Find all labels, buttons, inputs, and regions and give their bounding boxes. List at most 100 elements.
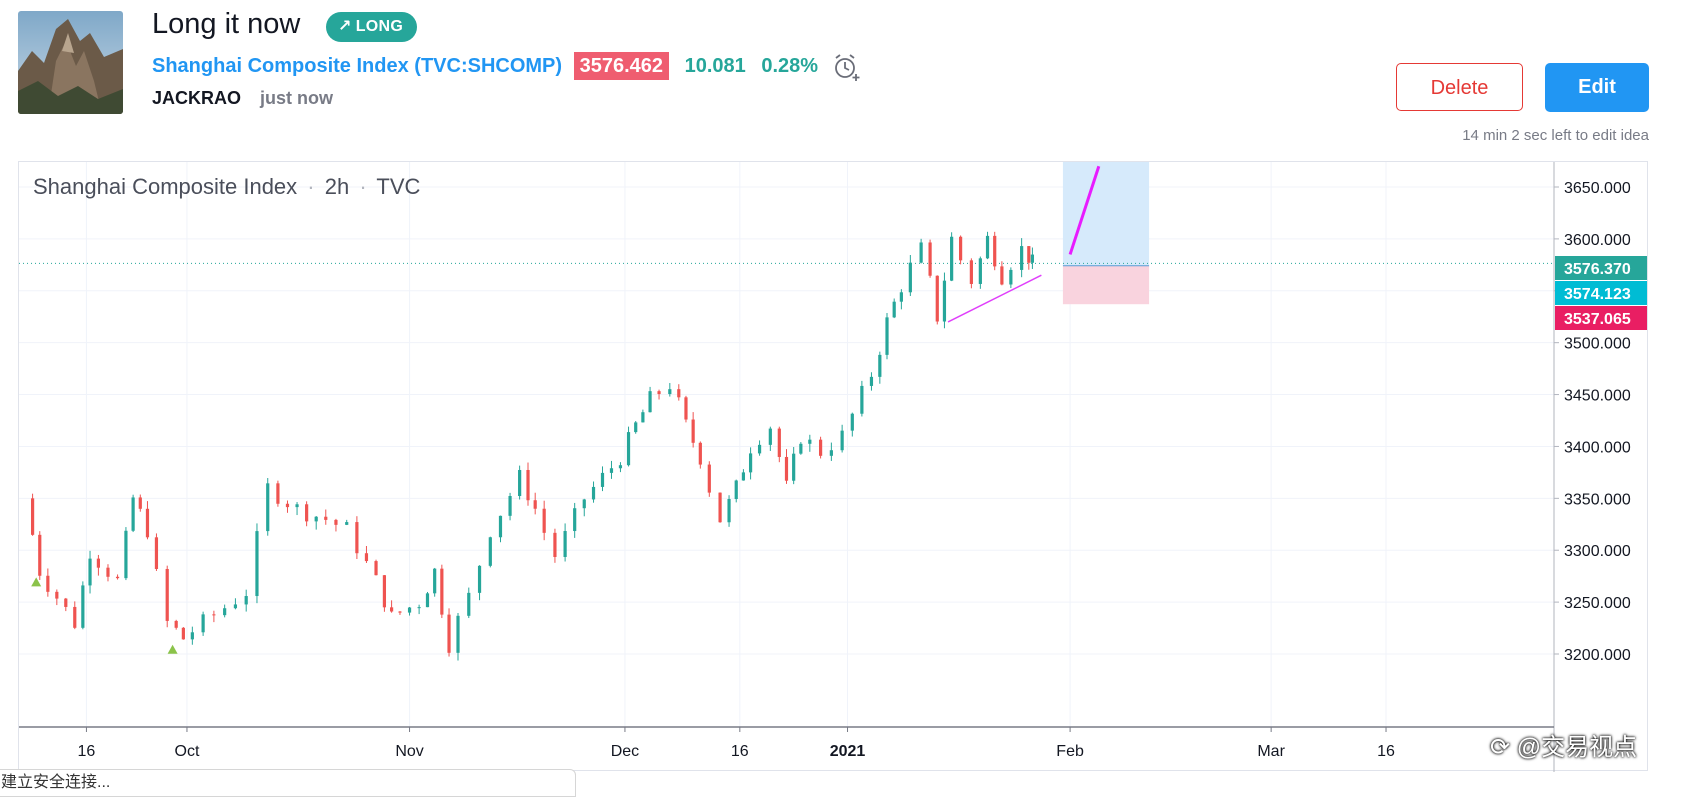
candle-body — [792, 453, 796, 481]
price-tick-label: 3450.000 — [1564, 388, 1631, 405]
symbol-line: Shanghai Composite Index (TVC:SHCOMP) 35… — [152, 52, 818, 80]
candle-body — [295, 504, 299, 508]
price-change-percent: 0.28% — [761, 55, 819, 77]
candle-body — [840, 430, 844, 451]
candle-body — [124, 530, 128, 579]
delete-button[interactable]: Delete — [1396, 63, 1523, 111]
candle-body — [447, 614, 451, 653]
candle-body — [1000, 266, 1004, 285]
candle-body — [878, 354, 882, 377]
candle-body — [314, 516, 318, 522]
candle-body — [244, 596, 248, 605]
candle-body — [382, 575, 387, 608]
candle-body — [591, 486, 596, 500]
candle-body — [456, 615, 460, 653]
candle-body — [467, 592, 471, 616]
candle-body — [641, 412, 645, 423]
candle-body — [190, 632, 194, 640]
candle-body — [477, 565, 482, 593]
candle-body — [285, 503, 290, 508]
price-label-box — [1555, 306, 1647, 330]
time-tick-label: 16 — [78, 743, 96, 760]
candle-body — [582, 499, 586, 509]
candle-body — [892, 301, 896, 318]
add-alert-icon[interactable] — [832, 52, 862, 82]
candle-body — [869, 376, 874, 386]
candle-body — [959, 236, 963, 261]
projection-line — [1068, 165, 1101, 255]
badge-label: LONG — [355, 18, 404, 35]
candle-body — [978, 258, 982, 284]
candle-body — [757, 444, 762, 454]
candle-body — [276, 483, 280, 504]
time-tick-label: 2021 — [830, 743, 866, 760]
candle-body — [181, 627, 185, 640]
price-label-text: 3537.065 — [1564, 311, 1631, 328]
symbol-code-link[interactable]: TVC:SHCOMP — [420, 55, 556, 77]
candle-body — [64, 598, 68, 607]
candle-body — [850, 413, 854, 431]
chart-legend: Shanghai Composite Index · 2h · TVC — [33, 174, 420, 200]
candle-body — [698, 442, 702, 465]
candle-body — [30, 498, 35, 535]
price-label-text: 3576.370 — [1564, 261, 1631, 278]
price-tick-label: 3650.000 — [1564, 180, 1631, 197]
candle-body — [648, 391, 652, 413]
candle-body — [777, 428, 781, 457]
candle-body — [691, 419, 695, 443]
price-tick-label: 3600.000 — [1564, 232, 1631, 249]
stop-zone — [1062, 265, 1150, 305]
candle-body — [718, 492, 722, 523]
candle-body — [389, 607, 394, 612]
published-time: just now — [260, 88, 333, 108]
candle-body — [950, 236, 954, 281]
price-chart[interactable]: 3650.0003600.0003550.0003500.0003450.000… — [19, 162, 1649, 772]
price-change: 10.081 — [684, 55, 746, 77]
candle-body — [88, 558, 92, 586]
candle-body — [993, 235, 997, 267]
candle-body — [860, 385, 864, 414]
candle-body — [174, 620, 178, 628]
candle-body — [618, 465, 623, 469]
candle-body — [518, 469, 522, 497]
time-tick-label: Mar — [1257, 743, 1285, 760]
symbol-name-link[interactable]: Shanghai Composite Index — [152, 55, 409, 77]
candle-body — [38, 534, 42, 576]
candle-body — [707, 464, 711, 493]
legend-interval: 2h — [324, 174, 350, 199]
time-tick-label: 16 — [1377, 743, 1395, 760]
close-paren: ) — [555, 55, 563, 77]
candle-body — [818, 439, 823, 456]
candle-body — [677, 389, 681, 398]
author-name[interactable]: JACKRAO — [152, 88, 242, 108]
candle-body — [600, 472, 605, 487]
candle-body — [553, 532, 557, 557]
candle-body — [935, 275, 939, 322]
candle-body — [1027, 246, 1031, 263]
current-price: 3576.462 — [573, 52, 670, 80]
candle-body — [355, 522, 359, 554]
legend-separator: · — [307, 174, 315, 199]
candle-body — [799, 443, 803, 454]
candle-body — [919, 242, 923, 263]
legend-symbol: Shanghai Composite Index — [33, 174, 298, 199]
candle-body — [106, 567, 110, 577]
candle-body — [201, 614, 205, 633]
candle-body — [942, 280, 947, 322]
candle-body — [425, 593, 430, 608]
price-tick-label: 3350.000 — [1564, 491, 1631, 508]
candle-body — [407, 607, 412, 613]
chart-panel[interactable]: 3650.0003600.0003550.0003500.0003450.000… — [18, 161, 1649, 772]
candle-body — [563, 531, 567, 557]
candle-body — [768, 428, 772, 445]
candle-body — [131, 497, 135, 531]
edit-button[interactable]: Edit — [1545, 63, 1649, 112]
candle-body — [46, 575, 50, 592]
candle-body — [668, 389, 672, 395]
candle-body — [212, 614, 216, 616]
candle-body — [255, 531, 259, 597]
author-avatar[interactable] — [18, 11, 123, 114]
arrow-up-right-icon: ↗ — [338, 18, 352, 35]
candle-body — [345, 522, 349, 525]
candle-body — [734, 480, 738, 500]
